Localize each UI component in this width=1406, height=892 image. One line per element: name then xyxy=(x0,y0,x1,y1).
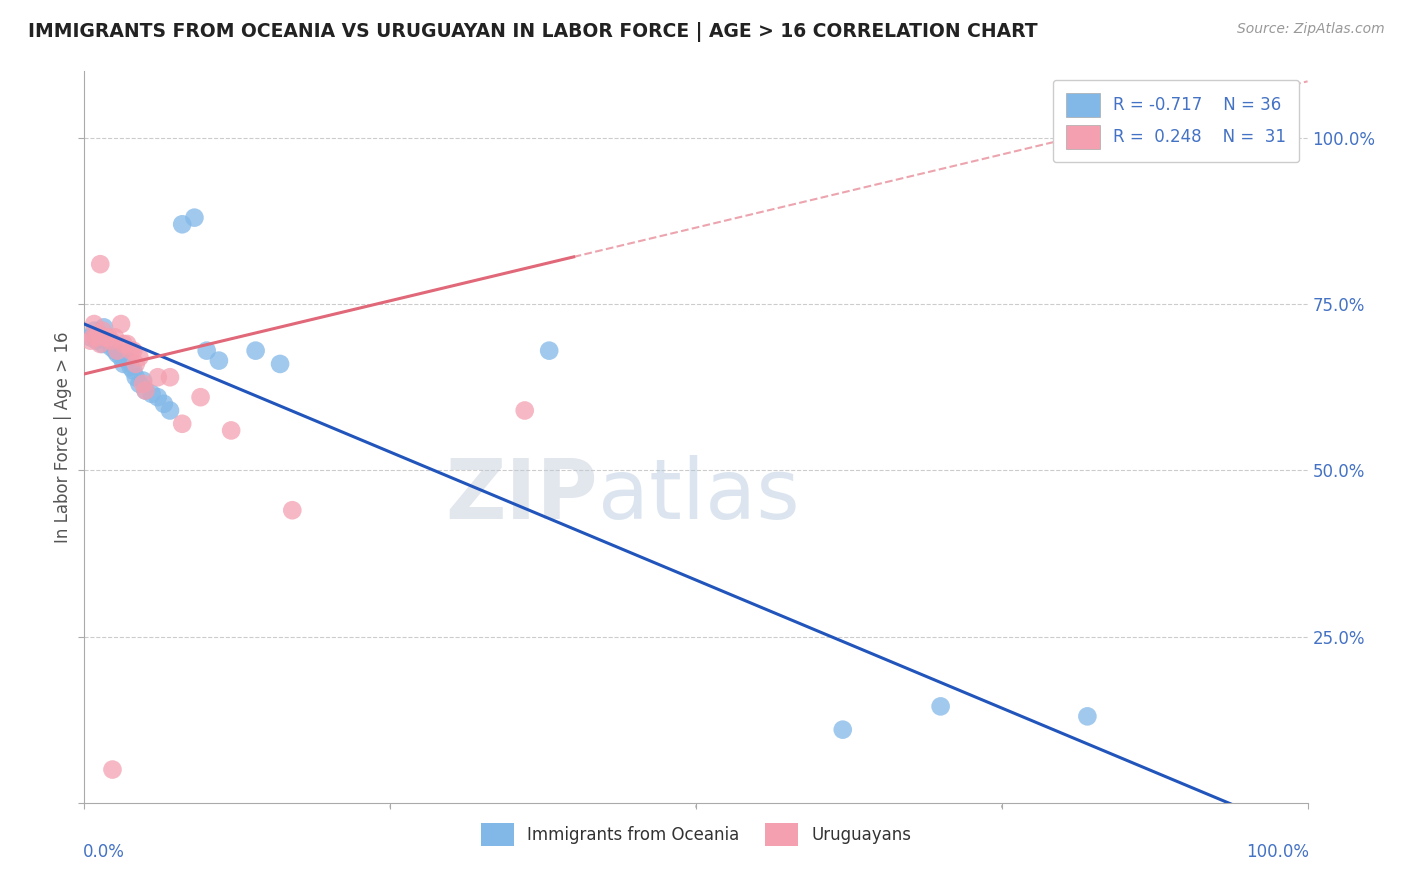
Point xyxy=(86,330,108,344)
Point xyxy=(96,330,118,344)
Point xyxy=(110,317,132,331)
Point xyxy=(281,503,304,517)
Text: IMMIGRANTS FROM OCEANIA VS URUGUAYAN IN LABOR FORCE | AGE > 16 CORRELATION CHART: IMMIGRANTS FROM OCEANIA VS URUGUAYAN IN … xyxy=(28,22,1038,42)
Point xyxy=(172,217,194,231)
Point xyxy=(146,390,169,404)
Point xyxy=(245,343,267,358)
Point xyxy=(89,332,111,346)
Point xyxy=(172,417,194,431)
Point xyxy=(135,384,157,398)
Point xyxy=(132,376,155,391)
Point xyxy=(120,360,142,375)
Point xyxy=(190,390,212,404)
Point xyxy=(79,330,101,344)
Point xyxy=(100,334,122,348)
Point xyxy=(115,353,138,368)
Point xyxy=(105,347,128,361)
Text: atlas: atlas xyxy=(598,455,800,536)
Point xyxy=(89,257,111,271)
Point xyxy=(83,324,105,338)
Point xyxy=(112,357,135,371)
Point xyxy=(159,370,181,384)
Point xyxy=(89,337,111,351)
Point xyxy=(208,353,231,368)
Point xyxy=(104,330,127,344)
Point xyxy=(79,334,101,348)
Point xyxy=(929,699,952,714)
Point xyxy=(97,334,120,348)
Point xyxy=(513,403,536,417)
Point xyxy=(125,370,148,384)
Point xyxy=(128,351,150,365)
Legend: Immigrants from Oceania, Uruguayans: Immigrants from Oceania, Uruguayans xyxy=(474,816,918,853)
Point xyxy=(146,370,169,384)
Point xyxy=(122,343,145,358)
Point xyxy=(93,320,115,334)
Point xyxy=(87,326,110,341)
Point xyxy=(82,330,104,344)
Text: ZIP: ZIP xyxy=(446,455,598,536)
Text: 0.0%: 0.0% xyxy=(83,843,125,861)
Point xyxy=(83,317,105,331)
Point xyxy=(159,403,181,417)
Point xyxy=(104,343,127,358)
Point xyxy=(269,357,291,371)
Point xyxy=(195,343,218,358)
Point xyxy=(183,211,205,225)
Point xyxy=(135,384,157,398)
Point xyxy=(110,351,132,365)
Point xyxy=(91,337,114,351)
Point xyxy=(112,337,135,351)
Text: 100.0%: 100.0% xyxy=(1246,843,1309,861)
Point xyxy=(96,330,118,344)
Y-axis label: In Labor Force | Age > 16: In Labor Force | Age > 16 xyxy=(53,331,72,543)
Point xyxy=(122,363,145,377)
Point xyxy=(831,723,853,737)
Point xyxy=(1076,709,1098,723)
Point xyxy=(141,387,163,401)
Point xyxy=(100,340,122,354)
Point xyxy=(94,330,117,344)
Point xyxy=(538,343,561,358)
Point xyxy=(120,343,142,358)
Point xyxy=(125,357,148,371)
Point xyxy=(105,343,128,358)
Point xyxy=(97,330,120,344)
Point xyxy=(132,374,155,388)
Point xyxy=(153,397,176,411)
Point xyxy=(219,424,242,438)
Point xyxy=(101,763,124,777)
Point xyxy=(91,324,114,338)
Point xyxy=(87,326,110,341)
Text: Source: ZipAtlas.com: Source: ZipAtlas.com xyxy=(1237,22,1385,37)
Point xyxy=(86,334,108,348)
Point xyxy=(115,337,138,351)
Point xyxy=(128,376,150,391)
